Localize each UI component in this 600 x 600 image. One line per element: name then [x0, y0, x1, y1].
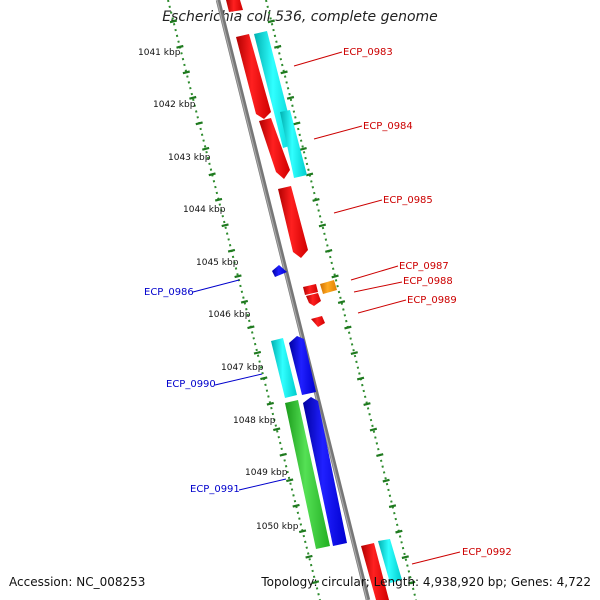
ruler-tick — [388, 504, 397, 509]
gene-feature[interactable] — [320, 280, 337, 294]
ruler-label: 1046 kbp — [208, 310, 251, 320]
ruler-tick — [227, 248, 236, 253]
gene-feature[interactable] — [236, 34, 271, 119]
gene-labels-right: ECP_0983 ECP_0984 ECP_0985 ECP_0987 ECP_… — [343, 47, 512, 558]
ruler-tick — [234, 274, 242, 279]
gene-labels-left: ECP_0986 ECP_0990 ECP_0991 — [144, 287, 240, 495]
ruler-label: 1043 kbp — [168, 153, 211, 163]
ruler-tick — [350, 351, 358, 355]
ruler-tick — [318, 223, 327, 228]
ruler-tick — [240, 299, 249, 304]
gene-feature[interactable] — [303, 284, 318, 295]
gene-label[interactable]: ECP_0983 — [343, 47, 393, 58]
ruler-tick — [195, 121, 203, 126]
gene-feature[interactable] — [378, 539, 402, 583]
ruler-line-left — [167, 0, 321, 600]
gene-feature[interactable] — [271, 338, 297, 398]
ruler-tick — [279, 452, 287, 457]
leader-lines — [192, 51, 461, 565]
ruler-tick — [253, 350, 262, 355]
ruler-tick — [274, 44, 282, 49]
gene-label[interactable]: ECP_0985 — [383, 195, 433, 206]
ruler-tick — [312, 198, 320, 202]
gene-feature[interactable] — [303, 397, 347, 546]
gene-feature[interactable] — [311, 316, 325, 327]
gene-label[interactable]: ECP_0989 — [407, 295, 457, 306]
ruler-tick — [337, 300, 346, 304]
ruler-label: 1049 kbp — [245, 468, 288, 478]
topology-text: Topology: circular; Length: 4,938,920 bp… — [261, 575, 591, 589]
ruler-label: 1048 kbp — [233, 416, 276, 426]
ruler-tick — [325, 249, 333, 253]
ruler-tick — [401, 555, 409, 560]
ruler-tick — [305, 172, 314, 177]
gene-label[interactable]: ECP_0988 — [403, 276, 453, 287]
ruler-tick — [286, 478, 294, 483]
ruler-tick — [311, 580, 320, 585]
ruler-tick — [376, 453, 384, 457]
gene-label[interactable]: ECP_0987 — [399, 261, 449, 272]
ruler-tick — [189, 95, 197, 100]
gene-feature[interactable] — [289, 336, 316, 395]
ruler-tick — [208, 172, 216, 177]
gene-label[interactable]: ECP_0992 — [462, 547, 512, 558]
gene-label[interactable]: ECP_0986 — [144, 287, 194, 298]
ruler-tick — [280, 70, 288, 75]
ruler-tick — [382, 478, 390, 483]
ruler-line-right — [265, 0, 417, 600]
ruler-tick — [395, 529, 403, 534]
ruler-tick — [286, 95, 295, 100]
map-title: Escherichia coli 536, complete genome — [162, 9, 438, 25]
ruler-label: 1041 kbp — [138, 48, 181, 58]
ruler-tick — [369, 427, 378, 432]
gene-feature[interactable] — [259, 118, 290, 179]
ruler-label: 1042 kbp — [153, 100, 196, 110]
ruler-label: 1045 kbp — [196, 258, 239, 268]
ruler-tick — [221, 223, 229, 228]
ruler-tick — [266, 401, 274, 406]
gene-feature[interactable] — [272, 265, 287, 277]
ruler-tick — [176, 44, 184, 49]
ruler-label: 1047 kbp — [221, 363, 264, 373]
gene-features — [226, 0, 402, 600]
ruler-tick — [182, 70, 190, 75]
gene-feature[interactable] — [226, 0, 243, 12]
ruler-tick — [344, 325, 352, 330]
ruler-tick — [292, 503, 300, 508]
gene-feature[interactable] — [306, 293, 321, 306]
accession-text: Accession: NC_008253 — [9, 575, 146, 589]
gene-feature[interactable] — [278, 186, 308, 258]
ruler-tick — [273, 427, 281, 432]
ruler-tick — [408, 580, 416, 585]
gene-feature[interactable] — [361, 543, 389, 600]
ruler-labels: 1041 kbp 1042 kbp 1043 kbp 1044 kbp 1045… — [138, 48, 299, 532]
ruler-tick — [247, 325, 255, 330]
ruler-tick — [331, 274, 339, 279]
backbone-line — [215, 0, 371, 600]
gene-label[interactable]: ECP_0991 — [190, 484, 240, 495]
ruler-label: 1050 kbp — [256, 522, 299, 532]
ruler-tick — [214, 197, 223, 202]
ruler-tick — [299, 147, 307, 151]
ruler-tick — [293, 121, 301, 126]
ruler-tick — [267, 19, 275, 24]
ruler-tick — [356, 376, 365, 381]
ruler-tick — [202, 146, 210, 151]
ruler-tick — [260, 376, 268, 381]
ruler-tick — [363, 402, 371, 406]
ruler-label: 1044 kbp — [183, 205, 226, 215]
gene-feature[interactable] — [280, 110, 307, 178]
gene-label[interactable]: ECP_0990 — [166, 379, 216, 390]
gene-label[interactable]: ECP_0984 — [363, 121, 413, 132]
ruler-tick — [298, 529, 307, 534]
ruler-ticks — [169, 19, 416, 585]
gene-feature[interactable] — [285, 400, 330, 549]
ruler-tick — [169, 19, 178, 24]
ruler-tick — [305, 554, 313, 559]
